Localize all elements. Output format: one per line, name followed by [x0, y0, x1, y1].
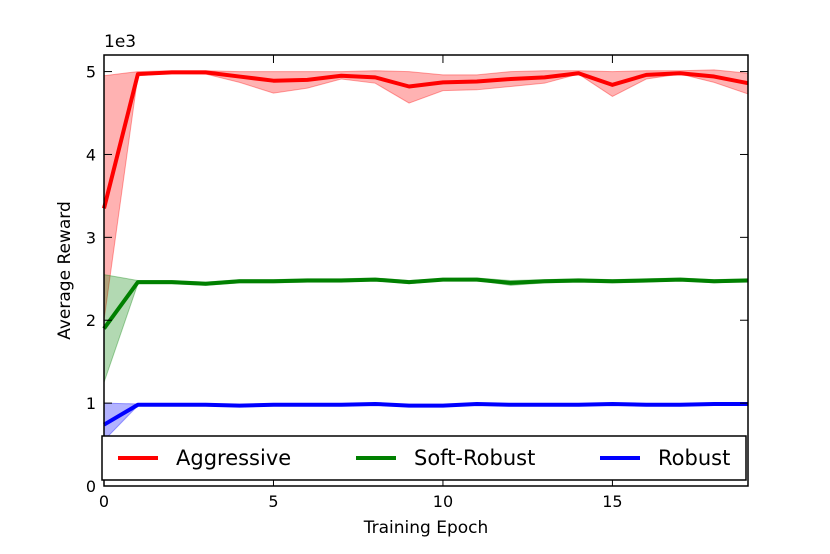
y-axis-label: Average Reward: [55, 201, 75, 340]
y-tick-label: 4: [86, 145, 96, 164]
x-tick-label: 10: [433, 492, 453, 511]
line-robust: [102, 401, 748, 427]
y-tick-label: 1: [86, 394, 96, 413]
y-tick-label: 5: [86, 63, 96, 82]
line-soft-robust: [102, 277, 749, 330]
x-axis-label: Training Epoch: [363, 518, 489, 538]
x-tick-label: 15: [602, 492, 622, 511]
y-multiplier-label: 1e3: [104, 32, 136, 52]
legend: Aggressive Soft-Robust Robust: [101, 435, 747, 481]
plot-frame: [103, 54, 749, 487]
y-tick-label: 2: [86, 311, 96, 330]
y-tick-label: 0: [86, 477, 96, 496]
legend-label-robust: Robust: [658, 446, 730, 470]
axis-ticks: 0 5 10 15 0 1 2 3 4 5: [86, 55, 748, 511]
legend-label-soft-robust: Soft-Robust: [414, 446, 535, 470]
band-robust: [103, 402, 749, 442]
legend-label-aggressive: Aggressive: [176, 446, 291, 470]
x-tick-label: 0: [99, 492, 109, 511]
line-aggressive: [102, 70, 749, 209]
band-soft-robust: [103, 274, 749, 383]
y-tick-label: 3: [86, 228, 96, 247]
series-lines: [102, 70, 749, 427]
x-tick-label: 5: [268, 492, 278, 511]
confidence-bands: [103, 69, 749, 442]
